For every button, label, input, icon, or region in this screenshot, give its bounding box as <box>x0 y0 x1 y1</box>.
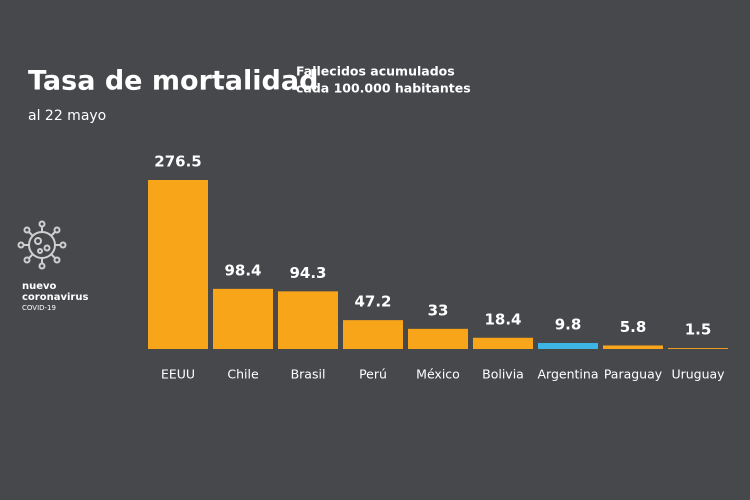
bar <box>538 343 598 349</box>
category-label: Paraguay <box>604 367 663 382</box>
value-label: 276.5 <box>154 153 201 171</box>
logo-text: COVID-19 <box>22 304 56 312</box>
category-label: Bolivia <box>482 367 524 382</box>
subtitle: cada 100.000 habitantes <box>296 81 471 96</box>
value-label: 47.2 <box>354 293 391 311</box>
value-label: 5.8 <box>620 318 647 336</box>
virus-icon <box>17 220 67 270</box>
value-label: 98.4 <box>224 261 261 279</box>
bar <box>213 288 273 349</box>
value-label: 9.8 <box>555 316 582 334</box>
category-label: Brasil <box>291 367 326 382</box>
value-label: 1.5 <box>685 321 712 339</box>
subtitle: Fallecidos acumulados <box>296 64 455 79</box>
category-label: Perú <box>359 367 387 382</box>
category-label: Uruguay <box>671 367 725 382</box>
date: al 22 mayo <box>28 108 106 124</box>
category-label: Chile <box>227 367 259 382</box>
value-label: 18.4 <box>484 310 521 328</box>
value-label: 33 <box>428 301 449 319</box>
bar <box>278 291 338 349</box>
value-label: 94.3 <box>289 264 326 282</box>
category-label: EEUU <box>161 367 195 382</box>
logo-text: coronavirus <box>22 292 88 303</box>
bar <box>473 337 533 349</box>
logo-text: nuevo <box>22 281 57 292</box>
chart-title: Tasa de mortalidad <box>28 66 318 97</box>
category-label: México <box>416 367 460 382</box>
category-label: Argentina <box>538 367 599 382</box>
bar <box>408 328 468 349</box>
bar <box>668 348 728 349</box>
bar <box>148 180 208 349</box>
bar <box>603 345 663 349</box>
bar <box>343 320 403 349</box>
